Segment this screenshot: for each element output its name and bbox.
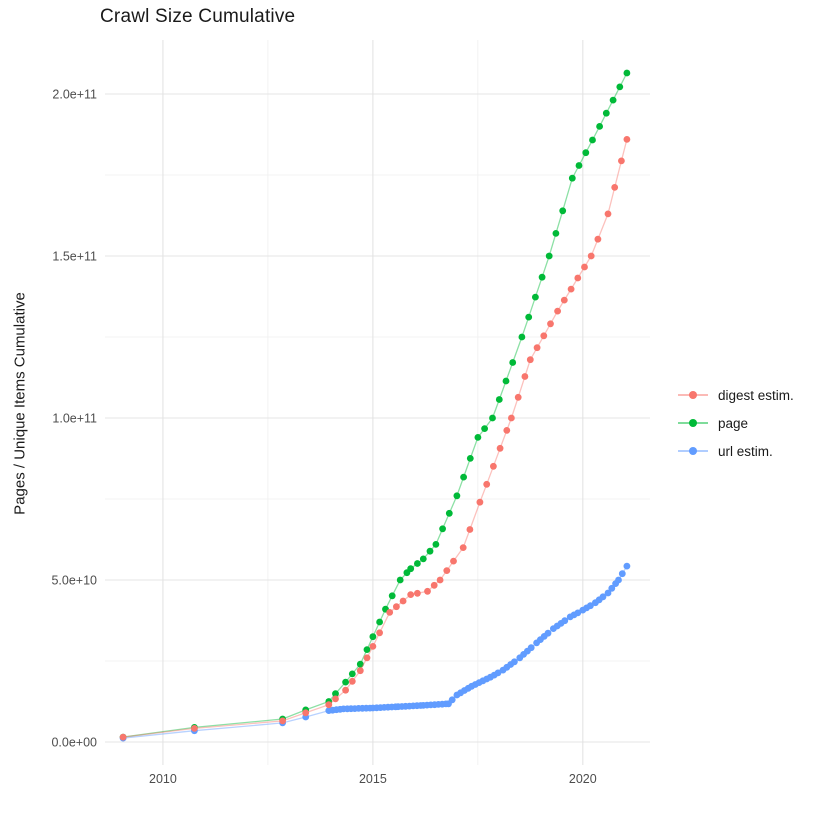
y-tick-label: 1.0e+11 xyxy=(52,412,97,426)
legend-item-page: page xyxy=(678,409,794,437)
x-tick-label: 2010 xyxy=(149,772,177,786)
y-tick-label: 0.0e+00 xyxy=(51,735,97,749)
legend-label: digest estim. xyxy=(718,387,794,403)
legend: digest estim. page url estim. xyxy=(678,381,794,465)
url-legend-key-icon xyxy=(678,444,708,458)
axis-tick-labels: 0.0e+00 5.0e+10 1.0e+11 1.5e+11 2.0e+11 2010 2… xyxy=(51,88,596,786)
digest-legend-key-icon xyxy=(678,388,708,402)
y-tick-label: 1.5e+11 xyxy=(52,250,97,264)
series-page xyxy=(119,69,631,741)
y-tick-label: 5.0e+10 xyxy=(51,573,97,587)
gridlines xyxy=(105,40,650,765)
x-tick-label: 2015 xyxy=(359,772,387,786)
x-tick-label: 2020 xyxy=(569,772,597,786)
y-tick-label: 2.0e+11 xyxy=(52,88,97,102)
legend-item-digest: digest estim. xyxy=(678,381,794,409)
legend-item-url: url estim. xyxy=(678,437,794,465)
series-url-estim- xyxy=(119,562,631,742)
legend-label: page xyxy=(718,415,749,431)
legend-label: url estim. xyxy=(718,443,773,459)
series-digest-estim- xyxy=(119,136,631,741)
y-axis-title: Pages / Unique Items Cumulative xyxy=(11,292,29,515)
page-legend-key-icon xyxy=(678,416,708,430)
chart-title: Crawl Size Cumulative xyxy=(100,6,296,27)
